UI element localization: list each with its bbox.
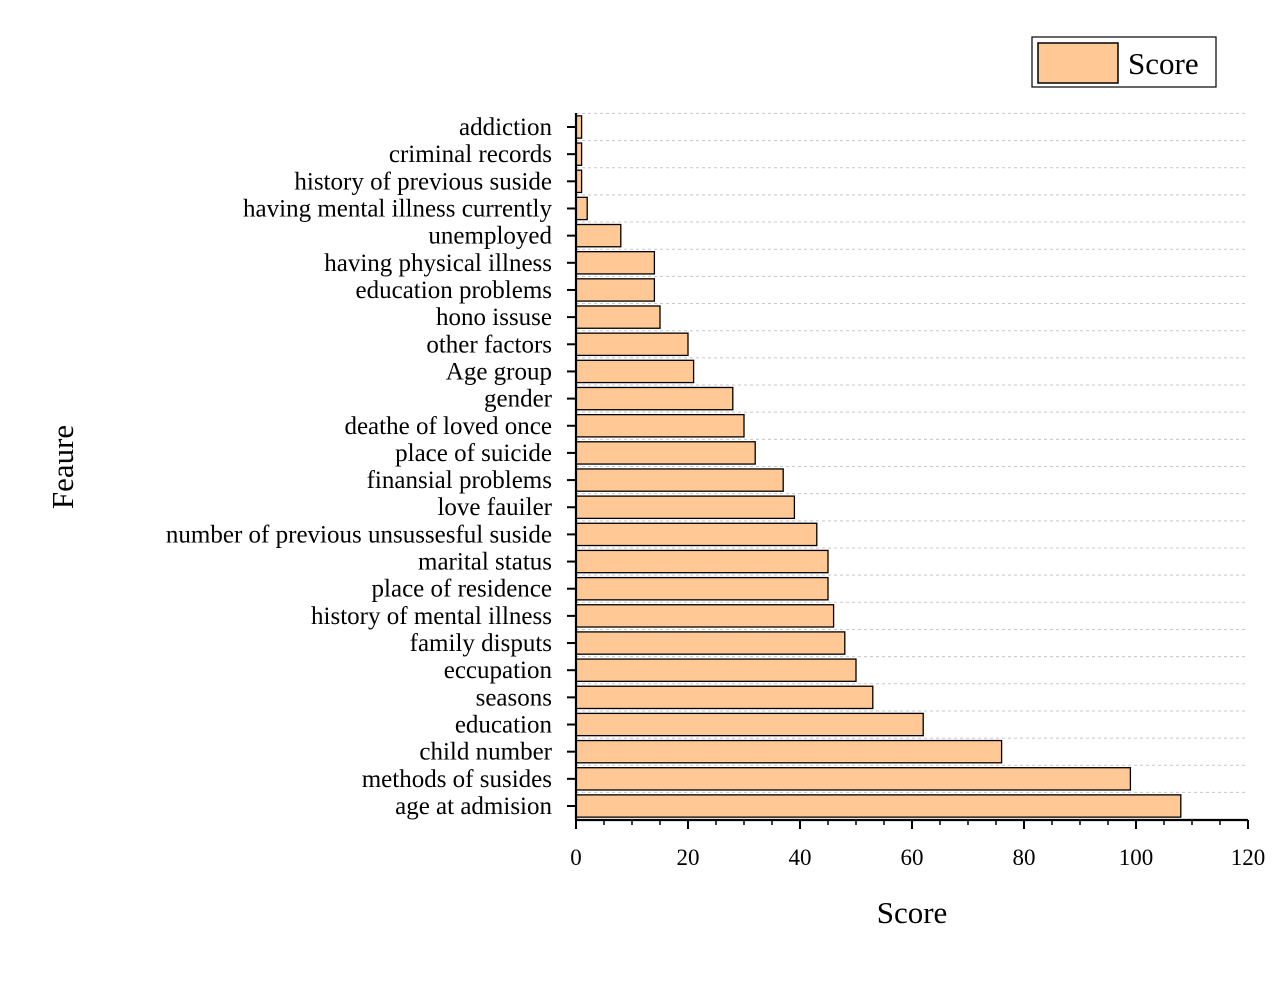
bar bbox=[575, 658, 857, 682]
category-label: hono issuse bbox=[436, 304, 552, 331]
category-label: finansial problems bbox=[367, 467, 552, 494]
x-tick-label: 0 bbox=[570, 845, 582, 870]
y-axis-title: Feaure bbox=[45, 425, 80, 509]
category-label: other factors bbox=[426, 331, 552, 358]
bar bbox=[575, 441, 756, 465]
category-label: love fauiler bbox=[437, 494, 552, 521]
x-tick-label: 20 bbox=[677, 845, 700, 870]
x-tick-label: 80 bbox=[1013, 845, 1036, 870]
bar bbox=[575, 631, 846, 655]
category-label: number of previous unsussesful suside bbox=[166, 521, 552, 548]
bar bbox=[575, 223, 622, 248]
bar bbox=[575, 332, 689, 357]
bar bbox=[575, 251, 656, 275]
bar bbox=[575, 685, 874, 710]
x-axis-title: Score bbox=[877, 895, 948, 930]
bar bbox=[575, 549, 829, 574]
bar bbox=[575, 359, 695, 384]
bar bbox=[575, 794, 1182, 818]
category-label: marital status bbox=[418, 549, 552, 576]
x-tick-label: 60 bbox=[901, 845, 924, 870]
category-label: place of residence bbox=[372, 576, 552, 603]
category-label: methods of susides bbox=[362, 766, 552, 793]
bar bbox=[575, 712, 924, 737]
grid-lines bbox=[576, 112, 1248, 793]
category-label: child number bbox=[419, 739, 552, 766]
category-label: age at admision bbox=[395, 793, 552, 820]
category-label: unemployed bbox=[428, 223, 552, 250]
category-label: having mental illness currently bbox=[243, 195, 552, 222]
bars bbox=[575, 115, 1182, 818]
category-label: gender bbox=[484, 386, 553, 413]
category-label: Age group bbox=[446, 358, 552, 385]
category-label: seasons bbox=[476, 684, 552, 711]
axes bbox=[567, 113, 1249, 829]
bar bbox=[575, 576, 829, 601]
category-label: education problems bbox=[356, 277, 552, 304]
x-tick-label: 100 bbox=[1119, 845, 1154, 870]
legend-label: Score bbox=[1128, 46, 1199, 81]
x-tick-label: 120 bbox=[1231, 845, 1266, 870]
bar bbox=[575, 196, 588, 221]
category-label: history of previous suside bbox=[294, 168, 552, 195]
category-label: eccupation bbox=[444, 657, 553, 684]
bar bbox=[575, 305, 661, 329]
bar bbox=[575, 413, 745, 438]
bar bbox=[575, 495, 796, 520]
x-tick-label: 40 bbox=[789, 845, 812, 870]
category-label: family disputs bbox=[410, 630, 552, 657]
bar bbox=[575, 278, 656, 302]
category-label: history of mental illness bbox=[311, 603, 552, 630]
legend-swatch bbox=[1037, 42, 1119, 84]
bar bbox=[575, 386, 734, 411]
category-label: addiction bbox=[459, 114, 553, 141]
x-tick-labels: 0 20 40 60 80 100 120 bbox=[570, 845, 1265, 870]
bar bbox=[575, 767, 1132, 791]
category-label: deathe of loved once bbox=[344, 413, 552, 440]
category-label: criminal records bbox=[389, 141, 552, 168]
bar bbox=[575, 522, 818, 547]
bar bbox=[575, 739, 1003, 764]
category-label: having physical illness bbox=[324, 250, 552, 277]
category-label: education bbox=[455, 712, 553, 739]
legend: Score bbox=[1031, 36, 1217, 88]
category-label: place of suicide bbox=[395, 440, 552, 467]
bar bbox=[575, 468, 784, 492]
bar bbox=[575, 604, 835, 628]
